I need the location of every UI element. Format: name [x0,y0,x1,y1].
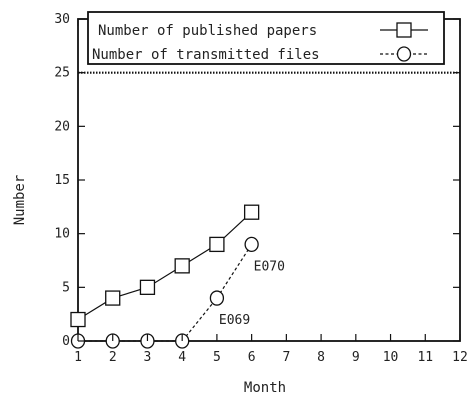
x-tick-label: 10 [383,350,399,365]
x-tick-label: 1 [74,350,82,365]
series-group [70,204,260,349]
annotations-group: E069 E070 [219,259,285,328]
data-point [244,236,259,253]
x-axis-label: Month [244,380,286,396]
x-tick-label: 9 [352,350,360,365]
legend-label-transmitted-files: Number of transmitted files [92,47,320,63]
legend-box [87,11,445,65]
x-tick-label: 6 [248,350,256,365]
plot-frame [77,18,461,342]
y-tick-label: 15 [54,173,70,188]
x-tick-label: 7 [282,350,290,365]
y-tick-label: 25 [54,66,70,81]
y-tick-label: 0 [62,334,70,349]
x-tick-label: 11 [417,350,433,365]
y-axis-label: Number [12,175,28,226]
legend-sample-published-papers [380,22,428,38]
data-point [70,311,86,328]
y-tick-label: 10 [54,227,70,242]
x-tick-label: 12 [452,350,468,365]
x-tick-label: 8 [317,350,325,365]
y-axis-ticks: 0 5 10 15 20 25 30 [54,12,460,349]
series-1 [70,236,259,349]
y-tick-label: 30 [54,12,70,27]
x-axis-ticks: 1 2 3 4 5 6 7 8 9 10 11 12 [74,19,468,365]
data-point [174,258,190,274]
legend-sample-marker [396,22,412,38]
plot-area [77,18,461,342]
series-0 [70,204,260,328]
data-point [139,279,156,295]
legend: Number of published papers Number of tra… [87,11,445,65]
x-tick-label: 4 [178,350,186,365]
x-tick-label: 3 [144,350,152,365]
y-tick-label: 5 [62,280,70,295]
x-tick-label: 5 [213,350,221,365]
series-line [77,211,253,321]
legend-sample-marker [396,46,412,62]
data-point [209,290,225,306]
data-point [209,236,225,253]
y-tick-label: 20 [54,119,70,134]
data-point [243,204,260,220]
legend-sample-transmitted-files [380,46,428,62]
legend-label-published-papers: Number of published papers [98,23,317,39]
data-point [105,290,121,306]
x-tick-label: 2 [109,350,117,365]
annotation-label: E070 [254,259,285,274]
annotation-label: E069 [219,313,250,328]
